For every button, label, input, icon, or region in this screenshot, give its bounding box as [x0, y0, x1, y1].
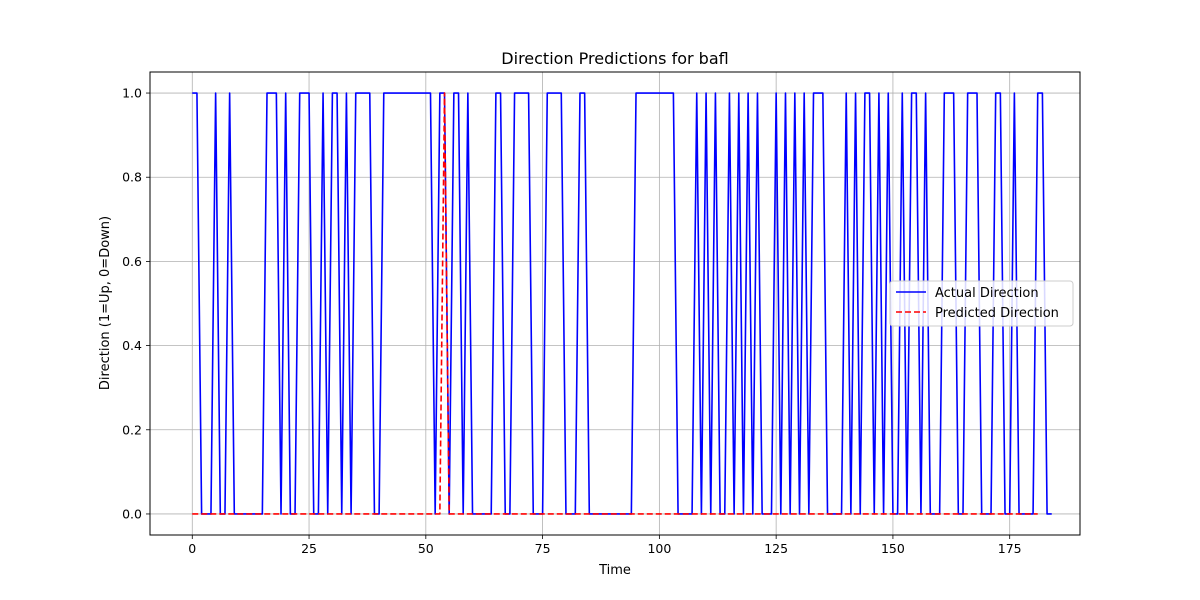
- y-tick-label: 0.6: [122, 254, 142, 269]
- x-tick-label: 75: [535, 541, 551, 556]
- x-tick-label: 25: [301, 541, 317, 556]
- legend-box: [889, 280, 1074, 327]
- plot-frame: [149, 71, 1081, 536]
- x-axis-label: Time: [598, 563, 631, 578]
- legend-predicted-label: Predicted Direction: [935, 306, 1059, 321]
- x-tick-label: 50: [418, 541, 434, 556]
- y-tick-label: 1.0: [122, 86, 142, 101]
- x-tick-label: 175: [998, 541, 1022, 556]
- x-tick-label: 100: [647, 541, 671, 556]
- x-tick-label: 0: [188, 541, 196, 556]
- y-axis-label: Direction (1=Up, 0=Down): [98, 216, 113, 390]
- x-tick-label: 125: [764, 541, 788, 556]
- x-tick-label: 150: [881, 541, 905, 556]
- y-tick-label: 0.0: [122, 506, 142, 521]
- y-tick-label: 0.8: [122, 170, 142, 185]
- legend: Actual Direction Predicted Direction: [889, 280, 1074, 327]
- axis-ticks: 0 25 50 75 100 125 150 175 0.0 0.2 0.4 0.6 0.8 1.0: [122, 86, 1022, 556]
- y-tick-label: 0.2: [122, 422, 142, 437]
- predicted-direction-line: [192, 92, 1038, 515]
- y-tick-label: 0.4: [122, 338, 142, 353]
- series-lines: [192, 92, 1052, 515]
- legend-actual-label: Actual Direction: [935, 286, 1039, 301]
- chart-title: Direction Predictions for bafl: [501, 49, 728, 68]
